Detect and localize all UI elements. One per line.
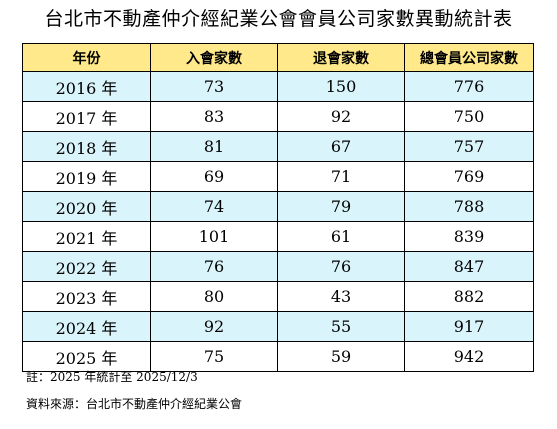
- table-row: 2025 年 75 59 942: [22, 341, 534, 372]
- cell-withdrawn: 92: [277, 101, 405, 132]
- table-header-row: 年份 入會家數 退會家數 總會員公司家數: [22, 43, 534, 72]
- cell-year: 2025 年: [22, 341, 151, 372]
- cell-total-members: 769: [404, 161, 534, 192]
- cell-year: 2016 年: [22, 71, 151, 102]
- table-row: 2016 年 73 150 776: [22, 71, 534, 102]
- cell-year: 2024 年: [22, 311, 151, 342]
- cell-joined: 75: [150, 341, 278, 372]
- cell-year: 2018 年: [22, 131, 151, 162]
- cell-total-members: 847: [404, 251, 534, 282]
- cell-withdrawn: 43: [277, 281, 405, 312]
- cell-joined: 81: [150, 131, 278, 162]
- statistics-note: 註：2025 年統計至 2025/12/3: [26, 370, 198, 384]
- cell-total-members: 788: [404, 191, 534, 222]
- cell-joined: 83: [150, 101, 278, 132]
- page-title: 台北市不動產仲介經紀業公會會員公司家數異動統計表: [44, 8, 513, 30]
- cell-year: 2019 年: [22, 161, 151, 192]
- cell-year: 2023 年: [22, 281, 151, 312]
- data-source: 資料來源：台北市不動產仲介經紀業公會: [26, 397, 243, 411]
- header-total-members: 總會員公司家數: [404, 43, 534, 72]
- cell-joined: 80: [150, 281, 278, 312]
- cell-total-members: 757: [404, 131, 534, 162]
- table-row: 2022 年 76 76 847: [22, 251, 534, 282]
- cell-year: 2020 年: [22, 191, 151, 222]
- cell-withdrawn: 71: [277, 161, 405, 192]
- cell-joined: 101: [150, 221, 278, 252]
- table-row: 2017 年 83 92 750: [22, 101, 534, 132]
- cell-total-members: 917: [404, 311, 534, 342]
- table-row: 2018 年 81 67 757: [22, 131, 534, 162]
- cell-withdrawn: 76: [277, 251, 405, 282]
- header-joined: 入會家數: [150, 43, 278, 72]
- cell-joined: 69: [150, 161, 278, 192]
- header-year: 年份: [22, 43, 151, 72]
- cell-withdrawn: 61: [277, 221, 405, 252]
- cell-withdrawn: 79: [277, 191, 405, 222]
- cell-joined: 73: [150, 71, 278, 102]
- cell-total-members: 750: [404, 101, 534, 132]
- cell-total-members: 776: [404, 71, 534, 102]
- table-row: 2019 年 69 71 769: [22, 161, 534, 192]
- cell-withdrawn: 150: [277, 71, 405, 102]
- header-withdrawn: 退會家數: [277, 43, 405, 72]
- cell-withdrawn: 59: [277, 341, 405, 372]
- cell-joined: 74: [150, 191, 278, 222]
- cell-joined: 92: [150, 311, 278, 342]
- cell-year: 2022 年: [22, 251, 151, 282]
- cell-total-members: 882: [404, 281, 534, 312]
- cell-withdrawn: 55: [277, 311, 405, 342]
- cell-total-members: 942: [404, 341, 534, 372]
- cell-total-members: 839: [404, 221, 534, 252]
- cell-joined: 76: [150, 251, 278, 282]
- table-row: 2024 年 92 55 917: [22, 311, 534, 342]
- table-row: 2020 年 74 79 788: [22, 191, 534, 222]
- table-row: 2021 年 101 61 839: [22, 221, 534, 252]
- cell-withdrawn: 67: [277, 131, 405, 162]
- cell-year: 2021 年: [22, 221, 151, 252]
- membership-table: 年份 入會家數 退會家數 總會員公司家數 2016 年 73 150 776 2…: [22, 43, 534, 372]
- cell-year: 2017 年: [22, 101, 151, 132]
- table-row: 2023 年 80 43 882: [22, 281, 534, 312]
